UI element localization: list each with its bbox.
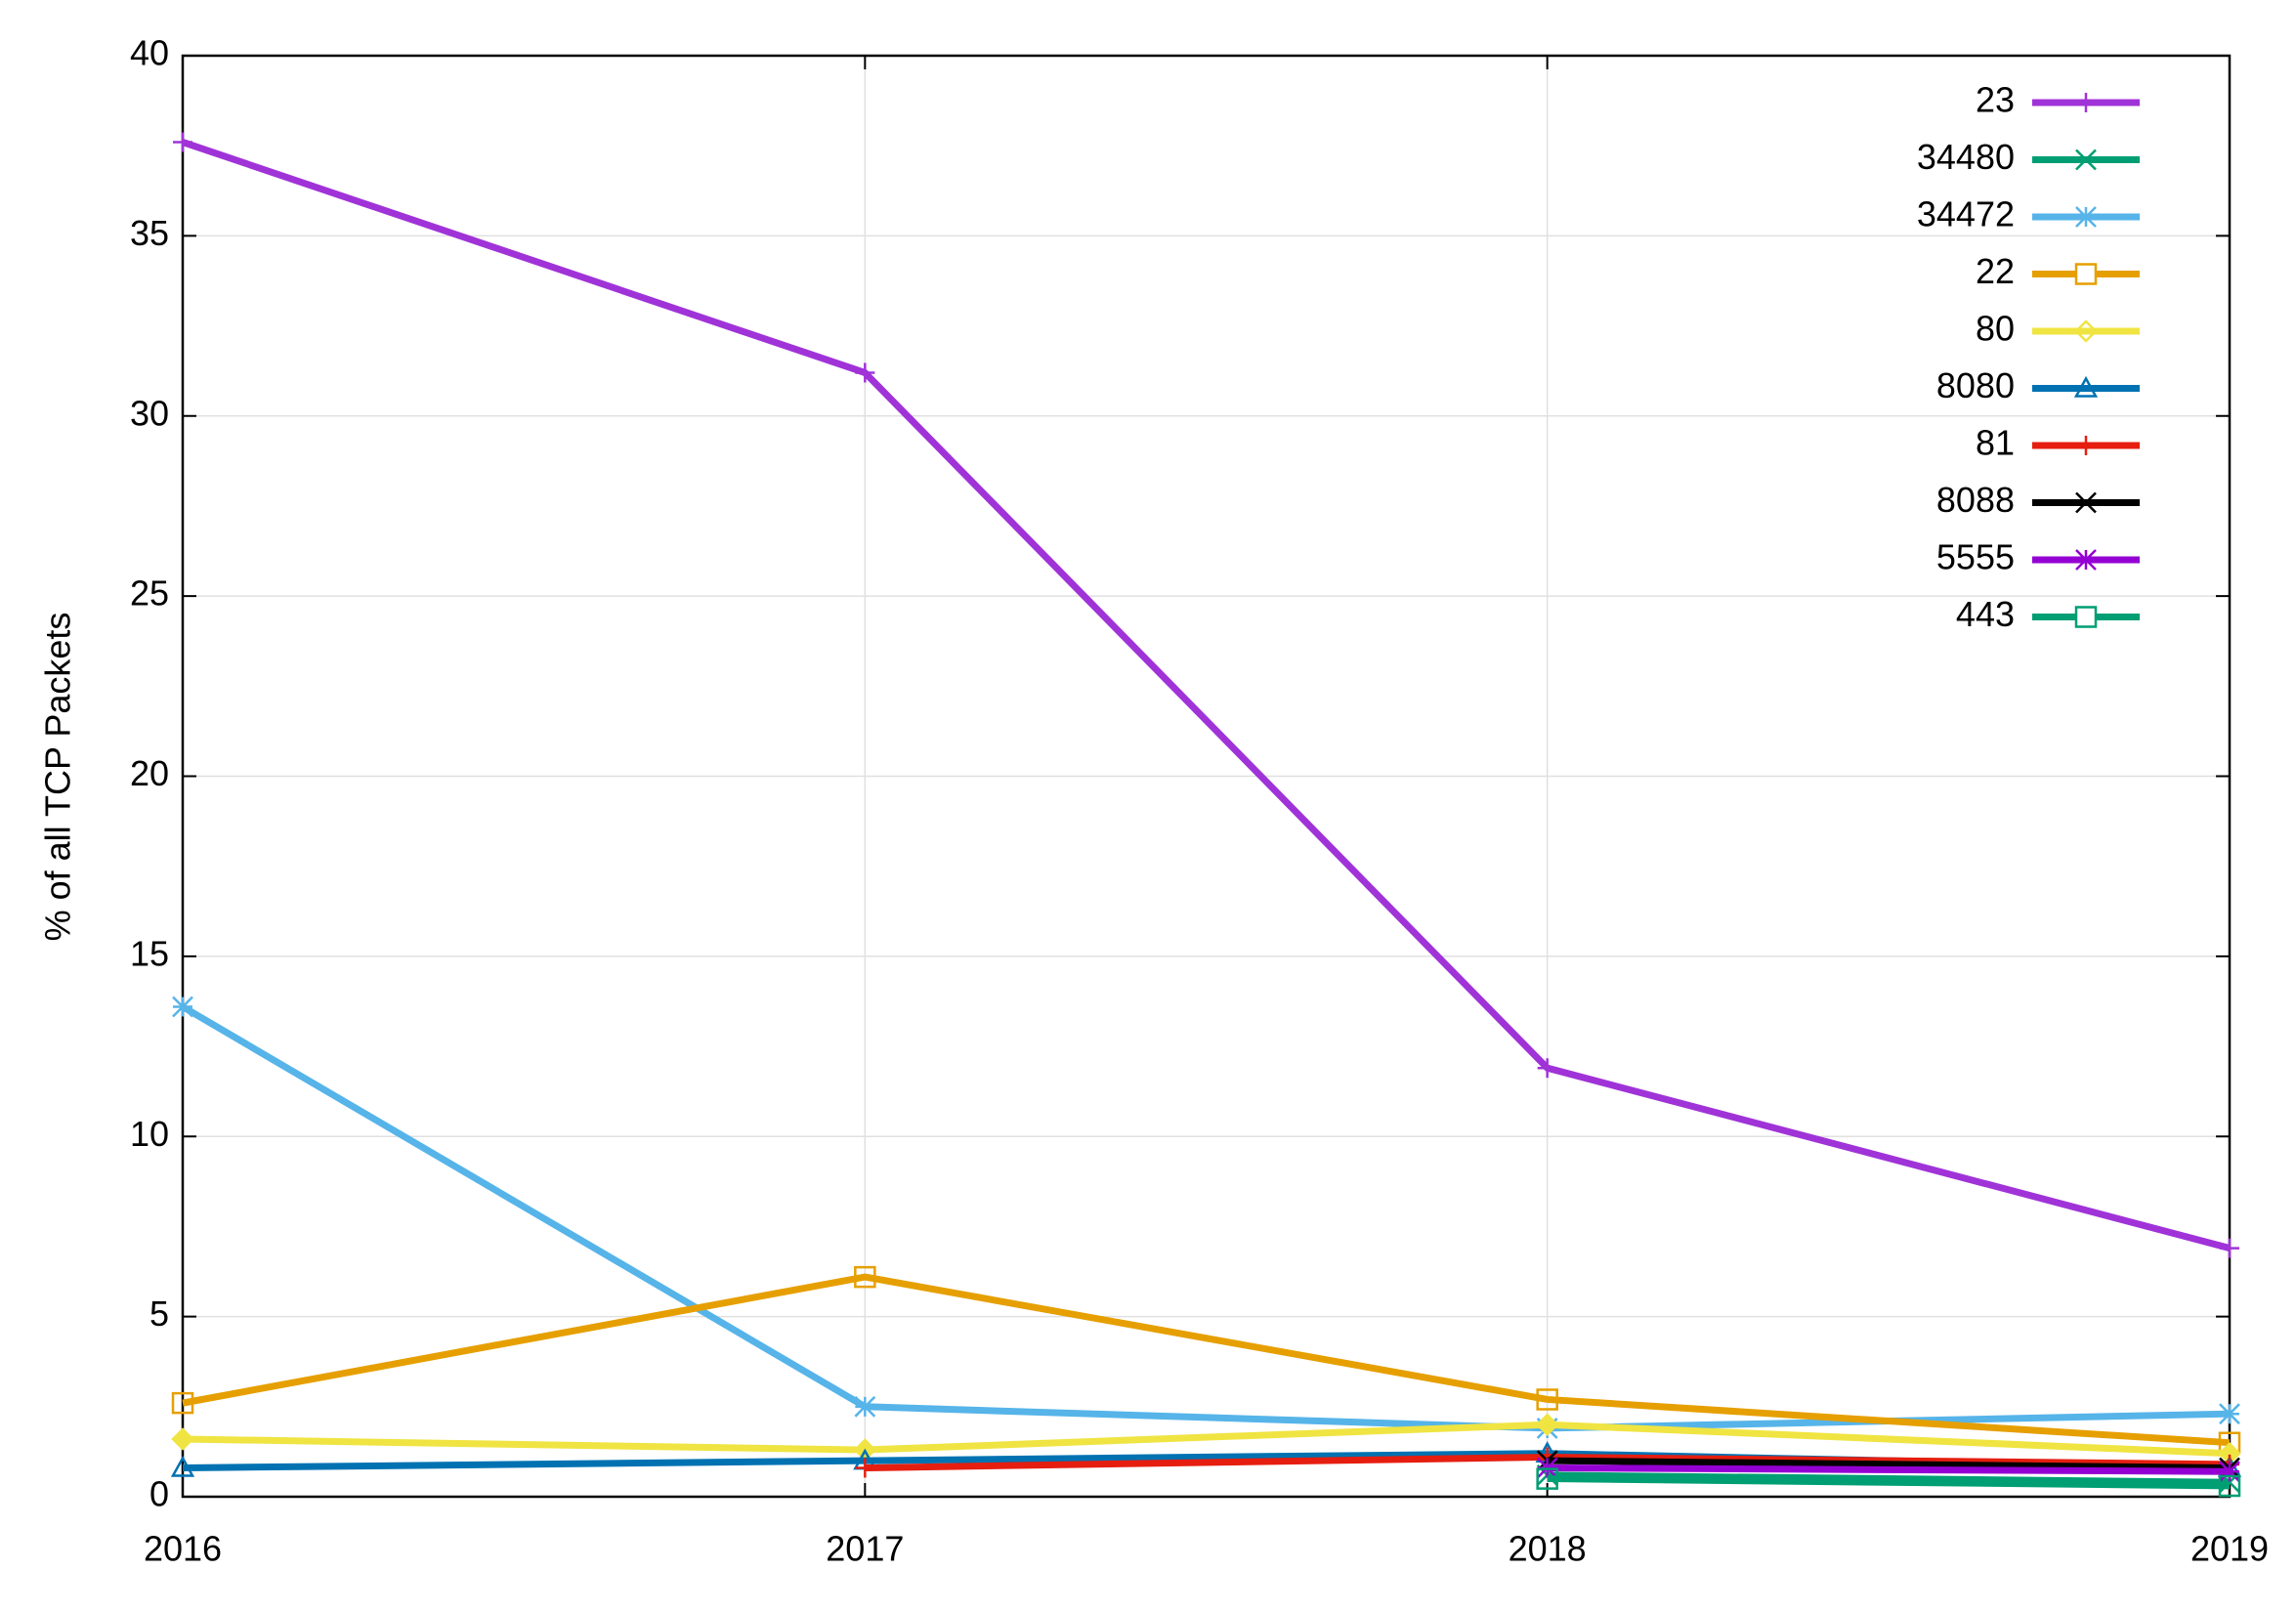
legend-marker [2075,491,2097,514]
legend-label: 5555 [1936,537,2015,577]
legend-label: 22 [1976,251,2015,291]
legend-marker [2073,375,2099,398]
marker [1537,1058,1557,1079]
marker [854,1265,876,1289]
marker [2220,1238,2239,1258]
y-tick-label: 15 [130,933,169,973]
x-tick-label: 2017 [826,1529,904,1569]
legend-label: 80 [1976,309,2015,349]
y-tick-label: 10 [130,1114,169,1154]
legend-marker [2075,549,2097,571]
legend-marker [2074,606,2098,628]
legend-label: 443 [1956,594,2015,634]
y-tick-label: 5 [149,1294,169,1334]
legend-marker [2075,148,2097,171]
legend-marker [2076,93,2096,112]
series-line [1547,1464,2231,1475]
marker [171,1427,194,1451]
x-tick-label: 2018 [1509,1529,1587,1569]
marker [855,1458,875,1478]
legend-label: 34472 [1917,194,2015,234]
marker [173,132,192,152]
legend-label: 81 [1976,423,2015,463]
y-tick-label: 40 [130,33,169,73]
legend-marker [2075,206,2097,228]
legend-marker [2076,436,2096,455]
plot-frame [181,54,2232,1499]
marker [854,1395,876,1418]
series-line [1547,1457,2231,1471]
legend-label: 23 [1976,80,2015,120]
x-tick-label: 2019 [2190,1529,2269,1569]
marker [1536,1388,1558,1411]
marker [171,1391,194,1415]
marker [2219,1403,2240,1425]
legend-label: 8088 [1936,480,2015,520]
y-tick-label: 30 [130,393,169,433]
y-tick-label: 20 [130,753,169,793]
series-line [181,139,2231,1251]
legend-label: 8080 [1936,365,2015,405]
marker [1535,1413,1559,1437]
legend-label: 34480 [1917,137,2015,177]
marker [2219,1461,2240,1483]
series-line [1547,1475,2231,1490]
y-axis-label: % of all TCP Packets [38,613,78,942]
marker [172,996,193,1018]
series-line [182,1273,2231,1447]
series-line [182,1421,2231,1458]
marker [855,362,875,383]
series-line [1547,1471,2231,1486]
y-tick-label: 0 [149,1474,169,1514]
marker [170,1455,195,1477]
legend-marker [2074,319,2098,343]
legend-marker [2074,263,2098,285]
marker [2218,1474,2241,1498]
marker [1536,1467,1558,1490]
x-tick-label: 2016 [144,1529,222,1569]
y-tick-label: 35 [130,213,169,253]
y-tick-label: 25 [130,573,169,614]
